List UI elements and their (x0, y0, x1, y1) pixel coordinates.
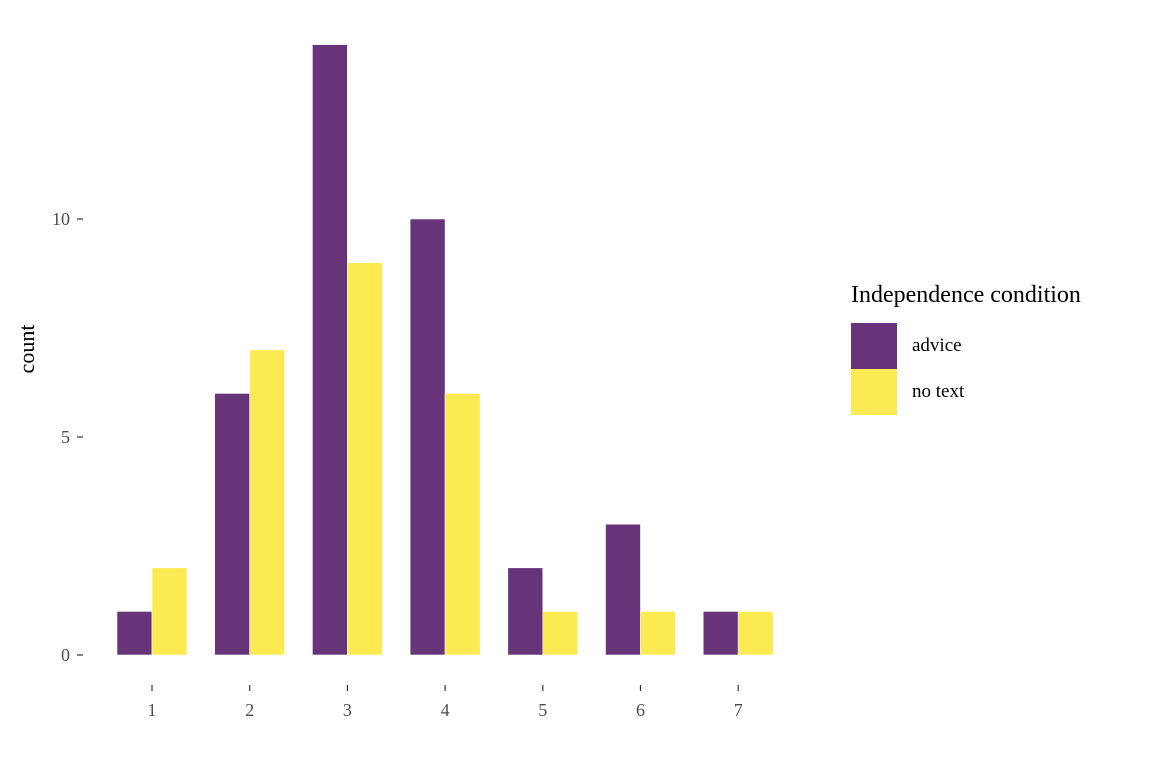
bar-advice-7 (702, 611, 739, 656)
x-tick-label: 1 (148, 700, 157, 720)
bar-advice-3 (312, 44, 348, 656)
bar-no-text-2 (249, 349, 285, 656)
legend-label: no text (912, 381, 965, 402)
x-tick-label: 6 (636, 700, 645, 720)
bar-advice-5 (507, 567, 544, 656)
y-axis: 0 5 10 (52, 209, 83, 665)
x-axis: 1 2 3 4 5 6 7 (148, 685, 743, 720)
y-tick-label: 0 (61, 645, 70, 665)
legend-items: advice no text (851, 323, 1081, 415)
bar-no-text-7 (737, 611, 774, 656)
bar-advice-4 (409, 218, 446, 656)
y-axis-title: count (14, 325, 39, 374)
x-tick-label: 2 (245, 700, 254, 720)
legend-item: advice (851, 323, 1081, 369)
bar-no-text-6 (640, 611, 676, 656)
bar-advice-2 (214, 393, 250, 656)
y-tick-label: 10 (52, 209, 70, 229)
x-tick-label: 5 (538, 700, 547, 720)
bar-no-text-5 (542, 611, 579, 656)
y-tick-label: 5 (61, 427, 70, 447)
bar-advice-6 (605, 523, 641, 656)
legend-swatch (851, 369, 897, 415)
bar-no-text-1 (151, 567, 188, 656)
legend-item: no text (851, 369, 1081, 415)
x-tick-label: 7 (734, 700, 743, 720)
x-tick-label: 4 (441, 700, 450, 720)
x-tick-label: 3 (343, 700, 352, 720)
legend-label: advice (912, 335, 962, 356)
bar-advice-1 (116, 611, 153, 656)
legend-swatch (851, 323, 897, 369)
bar-no-text-3 (347, 262, 383, 656)
legend: Independence condition advice no text (851, 282, 1081, 415)
bar-no-text-4 (444, 393, 481, 656)
bars (116, 44, 774, 656)
legend-title: Independence condition (851, 282, 1081, 308)
